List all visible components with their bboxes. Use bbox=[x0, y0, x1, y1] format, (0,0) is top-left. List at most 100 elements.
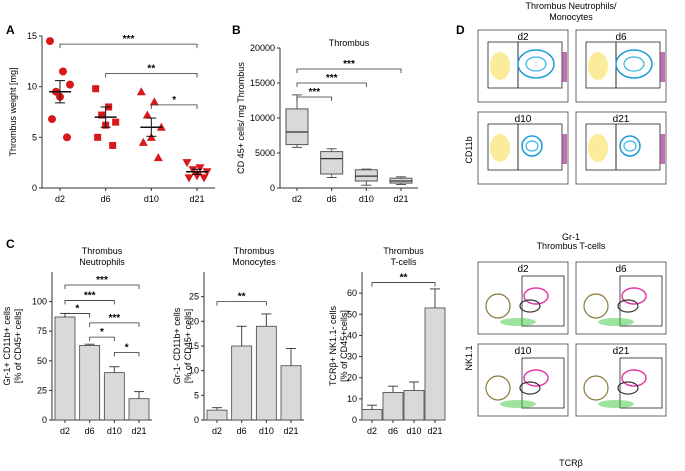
c3-y-tick-label: 50 bbox=[347, 309, 357, 319]
c1-y-tick-label: 25 bbox=[37, 385, 47, 395]
e-plot-label: d21 bbox=[613, 346, 630, 357]
panel-letter-c: C bbox=[6, 237, 15, 251]
c1-x-tick-label: d21 bbox=[131, 426, 146, 436]
c3-x-tick-label: d10 bbox=[406, 426, 421, 436]
flow-e-panel: Thrombus T-cells NK1.1 TCRβ d2 d6 d10 d21 bbox=[464, 241, 667, 468]
c1-sig-label: * bbox=[75, 303, 79, 314]
c3-sig-bracket bbox=[371, 282, 436, 287]
e-gate bbox=[619, 357, 663, 409]
a-y-tick-label: 10 bbox=[27, 82, 37, 92]
c1-sig-bracket bbox=[64, 313, 91, 318]
d-pop-purple bbox=[562, 52, 567, 82]
b-x-tick-label: d6 bbox=[327, 194, 337, 204]
b-x-tick-label: d10 bbox=[359, 194, 374, 204]
b-box bbox=[354, 169, 378, 182]
e-pop-olive bbox=[485, 293, 511, 319]
d-pop-purple bbox=[660, 52, 665, 82]
c2-bar bbox=[231, 345, 253, 421]
c1-x-tick-label: d6 bbox=[85, 426, 95, 436]
c3-title-1: Thrombus bbox=[383, 246, 424, 256]
c3-y-label-2: [% of CD45+cells] bbox=[339, 310, 349, 382]
c2-x-tick-label: d21 bbox=[283, 426, 298, 436]
c1-sig-label: * bbox=[125, 343, 129, 354]
b-y-tick-label: 10000 bbox=[250, 113, 275, 123]
b-title: Thrombus bbox=[329, 38, 370, 48]
b-sig-label: *** bbox=[326, 73, 338, 84]
d-pop-blue bbox=[615, 49, 653, 79]
e-gate bbox=[521, 275, 565, 327]
d-pop-yellow bbox=[490, 52, 510, 80]
a-y-tick-label: 0 bbox=[32, 183, 37, 193]
a-data-point bbox=[48, 115, 56, 124]
chart-b-cd45: 0 5000 10000 15000 20000 d2 d6 d10 d21 Thrombus CD… bbox=[236, 38, 418, 204]
b-y-tick-label: 5000 bbox=[255, 148, 275, 158]
e-pop-olive bbox=[583, 293, 609, 319]
e-pop-dark bbox=[519, 299, 541, 313]
a-data-point bbox=[94, 133, 102, 141]
a-data-point bbox=[138, 137, 148, 146]
b-y-tick-label: 20000 bbox=[250, 43, 275, 53]
b-sig-bracket bbox=[296, 82, 367, 87]
c1-sig-label: * bbox=[100, 327, 104, 338]
c1-x-tick-label: d2 bbox=[60, 426, 70, 436]
b-sig-bracket bbox=[296, 96, 333, 101]
c1-sig-label: *** bbox=[108, 313, 120, 324]
c2-y-label-1: Gr-1- CD11b+ cells bbox=[172, 307, 182, 384]
e-pop-dark bbox=[617, 381, 639, 395]
e-pop-green bbox=[598, 318, 634, 326]
a-data-point bbox=[195, 164, 205, 173]
b-y-label: CD 45+ cells/ mg Thrombus bbox=[236, 62, 246, 174]
c2-bar bbox=[206, 409, 228, 421]
panel-letter-d: D bbox=[456, 23, 465, 37]
flow-d-title-2: Monocytes bbox=[549, 12, 593, 22]
d-pop-purple bbox=[660, 134, 665, 164]
a-data-point bbox=[182, 159, 192, 168]
c1-sig-bracket bbox=[64, 284, 140, 290]
c2-y-tick-label: 20 bbox=[189, 316, 199, 326]
c3-bar bbox=[382, 392, 404, 421]
e-pop-dark bbox=[617, 299, 639, 313]
c1-sig-bracket bbox=[89, 336, 115, 342]
flow-d-ylabel: CD11b bbox=[464, 136, 474, 163]
panel-letter-a: A bbox=[6, 23, 15, 37]
c2-y-tick-label: 25 bbox=[189, 292, 199, 302]
a-sig-bracket bbox=[150, 104, 198, 109]
e-pop-olive bbox=[485, 375, 511, 401]
e-gate bbox=[521, 357, 565, 409]
panel-letter-b: B bbox=[232, 23, 241, 37]
d-pop-blue bbox=[619, 135, 641, 157]
d-plot-label: d21 bbox=[613, 114, 630, 125]
a-data-point bbox=[66, 80, 74, 89]
flow-d-xlabel: Gr-1 bbox=[562, 232, 580, 242]
c3-x-tick-label: d2 bbox=[367, 426, 377, 436]
c3-x-tick-label: d6 bbox=[388, 426, 398, 436]
d-plot-label: d10 bbox=[515, 114, 532, 125]
a-data-point bbox=[112, 118, 120, 126]
a-x-tick-label: d2 bbox=[55, 194, 65, 204]
c1-sig-bracket bbox=[113, 352, 140, 357]
a-data-point bbox=[59, 67, 67, 76]
c1-bar bbox=[79, 345, 101, 421]
e-pop-green bbox=[500, 400, 536, 408]
flow-e-ylabel: NK1.1 bbox=[464, 345, 474, 370]
c3-y-tick-label: 60 bbox=[347, 288, 357, 298]
c3-y-tick-label: 40 bbox=[347, 330, 357, 340]
a-y-label: Thrombus weight [mg] bbox=[8, 67, 18, 156]
d-pop-blue bbox=[521, 135, 543, 157]
c3-sig-label: ** bbox=[400, 273, 408, 284]
e-pop-green bbox=[500, 318, 536, 326]
flow-d-title-1: Thrombus Neutrophils/ bbox=[525, 1, 617, 11]
c2-bar bbox=[280, 365, 302, 421]
c3-y-tick-label: 20 bbox=[347, 373, 357, 383]
flow-e-xlabel: TCRβ bbox=[559, 458, 583, 468]
a-sig-label: * bbox=[172, 95, 176, 106]
c1-y-label-2: [% of CD45+ cells] bbox=[13, 309, 23, 383]
c1-y-label-1: Gr-1+ CD11b+ cells bbox=[2, 306, 12, 385]
c2-x-tick-label: d2 bbox=[212, 426, 222, 436]
c3-x-tick-label: d21 bbox=[427, 426, 442, 436]
b-y-tick-label: 0 bbox=[270, 183, 275, 193]
a-x-tick-label: d6 bbox=[101, 194, 111, 204]
b-sig-bracket bbox=[296, 68, 402, 73]
